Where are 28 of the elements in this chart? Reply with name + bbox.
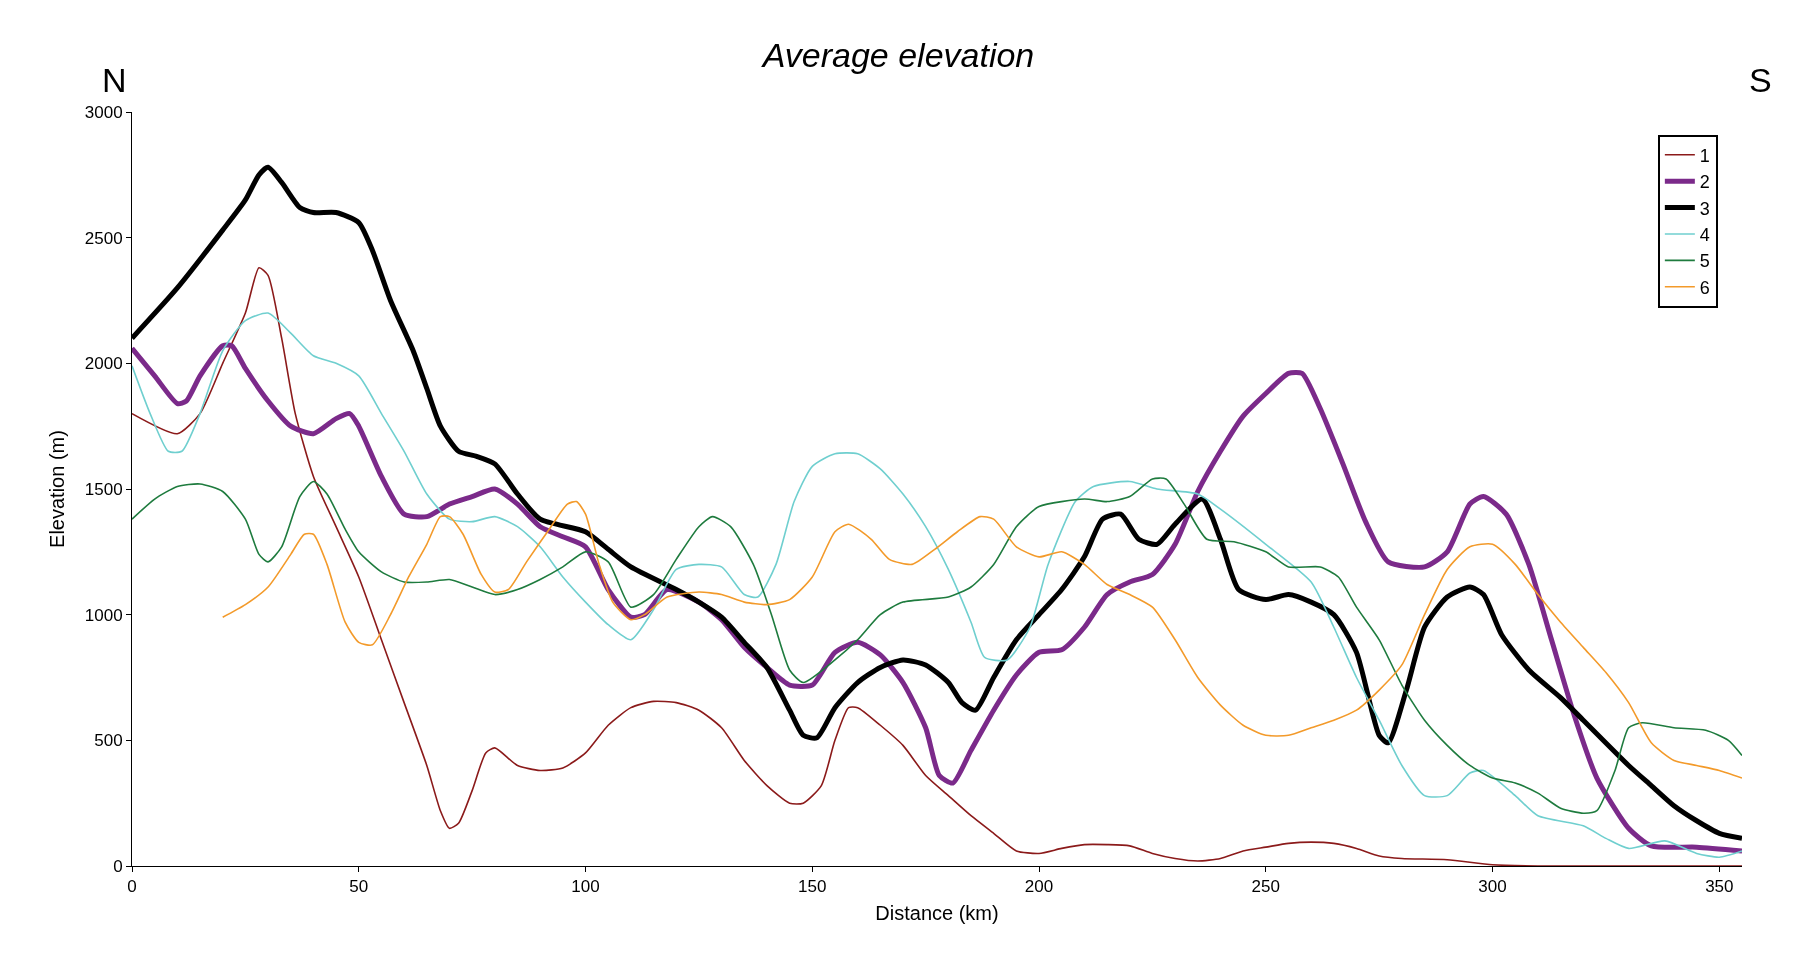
x-tick-label: 150 bbox=[798, 877, 827, 897]
legend-label: 4 bbox=[1699, 225, 1710, 246]
x-axis-title: Distance (km) bbox=[875, 901, 999, 924]
y-tick-label: 3000 bbox=[84, 102, 123, 122]
line-series bbox=[221, 500, 1742, 779]
y-tick-label: 0 bbox=[113, 856, 123, 876]
y-tick-label: 1000 bbox=[84, 605, 123, 625]
x-tick-label: 50 bbox=[349, 877, 369, 897]
legend-label: 5 bbox=[1699, 251, 1710, 272]
legend-label: 3 bbox=[1699, 198, 1710, 219]
chart-title: Average elevation bbox=[760, 35, 1035, 74]
y-tick-label: 2500 bbox=[84, 228, 123, 248]
x-tick-label: 300 bbox=[1478, 877, 1507, 897]
legend-label: 2 bbox=[1699, 172, 1710, 193]
x-tick-label: 0 bbox=[127, 877, 137, 897]
text: S bbox=[1749, 61, 1772, 99]
y-tick-label: 500 bbox=[94, 731, 123, 751]
line-series bbox=[132, 477, 1742, 815]
x-tick-label: 250 bbox=[1251, 877, 1280, 897]
y-tick-label: 1500 bbox=[84, 479, 123, 499]
x-tick-label: 350 bbox=[1705, 877, 1734, 897]
y-tick-label: 2000 bbox=[84, 354, 123, 374]
x-tick-label: 200 bbox=[1024, 877, 1054, 897]
y-axis-title: Elevation (m) bbox=[46, 430, 69, 548]
legend-label: 6 bbox=[1699, 277, 1710, 298]
legend-label: 1 bbox=[1699, 145, 1710, 166]
x-tick-label: 100 bbox=[571, 877, 600, 897]
text: N bbox=[102, 61, 127, 99]
